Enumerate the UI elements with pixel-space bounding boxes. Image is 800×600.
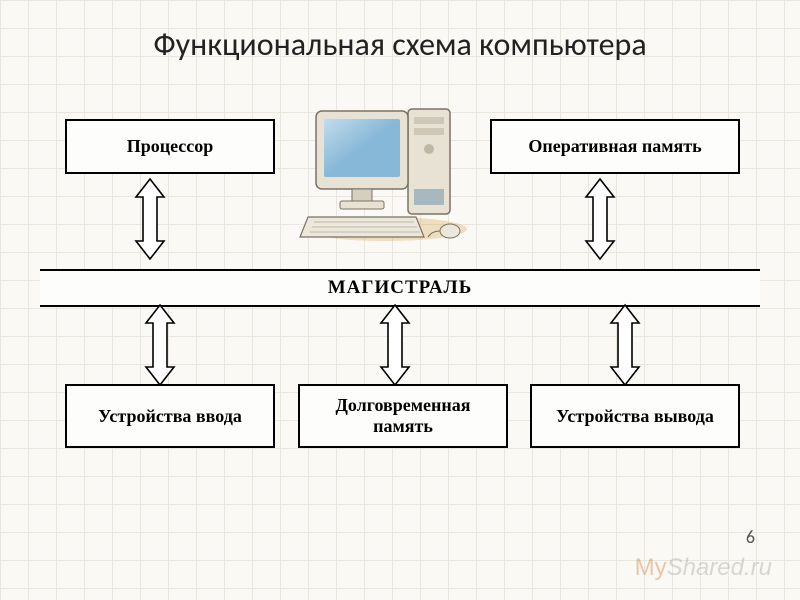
watermark-suffix: Shared.ru <box>667 554 772 581</box>
node-label: Процессор <box>127 136 214 157</box>
slide-title: Функциональная схема компьютера <box>40 25 760 64</box>
node-label: Оперативная память <box>528 136 701 157</box>
node-label: Устройства ввода <box>98 406 242 427</box>
node-bus: МАГИСТРАЛЬ <box>40 269 760 307</box>
node-ram: Оперативная память <box>490 119 740 174</box>
node-input-devices: Устройства ввода <box>65 384 275 448</box>
node-label: Устройства вывода <box>556 406 714 427</box>
page-number: 6 <box>746 526 755 548</box>
node-storage: Долговременная память <box>298 384 508 448</box>
node-label: Долговременная память <box>308 395 498 436</box>
functional-diagram: Процессор Оперативная память МАГИСТРАЛЬ … <box>40 89 760 509</box>
watermark: MyShared.ru <box>635 554 772 582</box>
watermark-prefix: My <box>635 554 667 581</box>
computer-illustration <box>290 89 480 244</box>
node-output-devices: Устройства вывода <box>530 384 740 448</box>
node-label: МАГИСТРАЛЬ <box>328 277 473 298</box>
node-processor: Процессор <box>65 119 275 174</box>
